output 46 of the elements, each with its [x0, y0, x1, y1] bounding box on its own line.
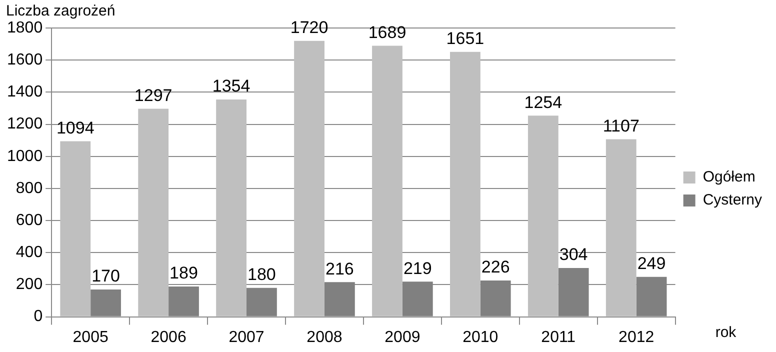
y-axis-title: Liczba zagrożeń: [6, 2, 116, 20]
data-label: 1651: [446, 29, 484, 48]
y-tick-label: 1200: [7, 116, 43, 133]
x-axis-title: rok: [715, 324, 737, 341]
bar: [606, 139, 636, 316]
data-label: 1254: [524, 92, 562, 112]
x-tick-label: 2007: [228, 328, 264, 346]
x-tick-label: 2006: [150, 328, 186, 346]
data-label: 219: [403, 258, 432, 278]
bar: [216, 100, 247, 316]
x-tick-label: 2012: [618, 328, 654, 346]
y-tick-label: 1800: [7, 19, 43, 36]
data-label: 189: [170, 264, 198, 283]
x-tick-label: 2009: [384, 328, 420, 346]
data-label: 1689: [368, 22, 406, 42]
legend-label: Cysterny: [702, 192, 762, 209]
bar: [528, 116, 558, 316]
y-tick-label: 600: [16, 212, 43, 229]
bar: [450, 52, 480, 316]
data-label: 180: [248, 265, 276, 284]
bar: [294, 40, 324, 316]
x-tick-label: 2011: [541, 328, 576, 346]
bar: [138, 108, 169, 316]
y-tick-label: 1000: [7, 148, 43, 165]
data-label: 1720: [290, 18, 328, 38]
y-tick-label: 1600: [7, 51, 43, 68]
data-label: 304: [559, 245, 588, 264]
data-label: 1354: [212, 76, 250, 96]
x-tick-label: 2010: [462, 328, 498, 346]
bar: [372, 46, 402, 316]
y-tick-label: 200: [16, 276, 43, 294]
data-label: 1297: [134, 86, 172, 105]
data-label: 226: [481, 258, 510, 277]
x-tick-label: 2008: [306, 328, 342, 346]
y-tick-label: 1400: [7, 84, 43, 101]
y-tick-label: 800: [16, 180, 43, 197]
data-label: 1107: [602, 116, 640, 136]
data-label: 170: [92, 266, 120, 286]
bar: [60, 141, 91, 316]
data-label: 216: [325, 259, 354, 278]
y-tick-label: 400: [16, 244, 43, 262]
data-label: 1094: [56, 118, 94, 138]
legend-label: Ogółem: [702, 168, 756, 186]
y-tick-label: 0: [34, 308, 43, 326]
data-label: 249: [637, 254, 666, 274]
x-tick-label: 2005: [72, 328, 108, 346]
